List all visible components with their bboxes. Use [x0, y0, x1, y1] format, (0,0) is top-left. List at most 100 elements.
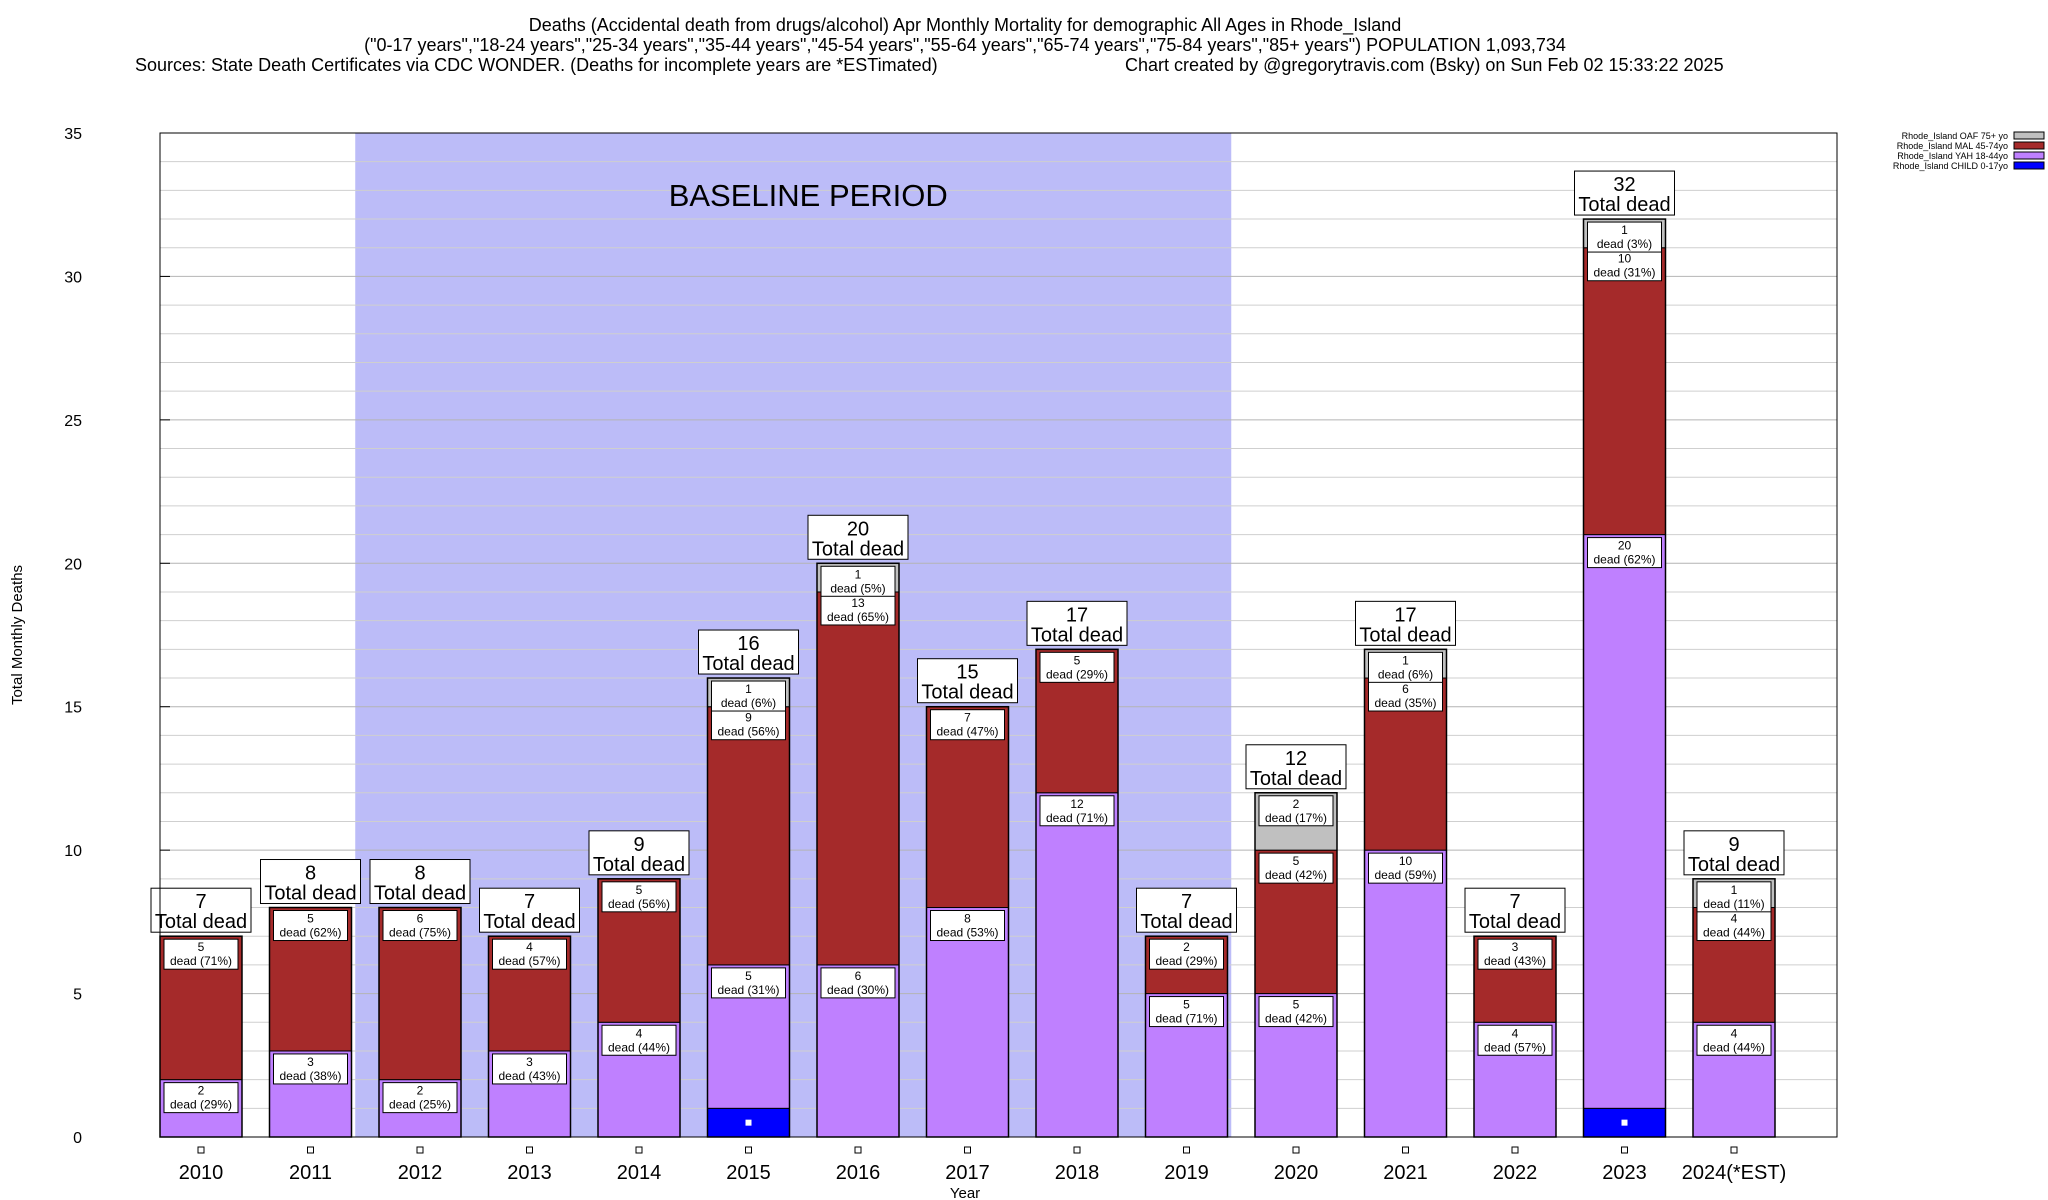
x-tick-label: 2021: [1383, 1162, 1428, 1184]
total-label-text: Total dead: [1250, 768, 1342, 790]
segment-label-value: 4: [636, 1026, 643, 1040]
segment-label-text: dead (31%): [1593, 266, 1655, 280]
bar-segment: [1583, 534, 1666, 1109]
segment-label-box: [1258, 852, 1334, 884]
segment-label-value: 1: [855, 567, 862, 581]
x-tick-marker: [1511, 1146, 1519, 1154]
baseline-period-label: BASELINE PERIOD: [669, 178, 948, 213]
total-label-box: [1245, 744, 1347, 790]
segment-label-box: [1696, 1024, 1772, 1056]
segment-label-box: [492, 938, 567, 970]
segment-label-text: dead (44%): [1703, 926, 1765, 940]
y-tick-label: 10: [64, 843, 82, 860]
segment-label-text: dead (25%): [389, 1098, 451, 1112]
total-label-text: Total dead: [1688, 854, 1780, 876]
segment-label-box: [820, 967, 896, 999]
y-tick-label: 5: [73, 987, 82, 1004]
segment-label-box: [273, 1053, 348, 1085]
segment-label-box: [1587, 537, 1662, 569]
segment-label-box: [711, 680, 786, 712]
y-tick-label: 25: [64, 413, 82, 430]
total-label-box: [1136, 887, 1237, 933]
total-label-box: [1355, 600, 1456, 646]
x-tick-marker: [1073, 1146, 1081, 1154]
segment-label-value: 1: [1402, 653, 1409, 667]
segment-label-value: 1: [1621, 223, 1628, 237]
segment-label-box: [1368, 651, 1443, 683]
segment-label-value: 5: [198, 940, 205, 954]
segment-label-box: [1587, 221, 1662, 253]
total-label-text: Total dead: [155, 911, 247, 933]
segment-label-box: [1477, 938, 1553, 970]
total-label-value: 7: [524, 891, 535, 913]
segment-label-text: dead (6%): [1378, 667, 1433, 681]
x-tick-marker: [1183, 1146, 1190, 1154]
segment-label-box: [1368, 680, 1443, 712]
segment-label-value: 6: [417, 912, 424, 926]
y-tick-label: 15: [64, 700, 82, 717]
total-label-value: 15: [956, 662, 978, 684]
segment-label-value: 2: [198, 1084, 205, 1098]
x-tick-marker: [1292, 1146, 1300, 1154]
child-marker: [745, 1119, 752, 1126]
segment-label-value: 3: [307, 1055, 314, 1069]
y-axis-label: Total Monthly Deaths: [9, 565, 26, 705]
segment-label-value: 7: [964, 711, 971, 725]
x-tick-marker: [1621, 1146, 1628, 1154]
x-tick-label: 2012: [398, 1162, 443, 1184]
segment-label-value: 9: [745, 711, 752, 725]
segment-label-text: dead (5%): [830, 581, 885, 595]
segment-label-box: [1696, 881, 1772, 913]
chart-title-line2: ("0-17 years","18-24 years","25-34 years…: [364, 35, 1566, 55]
segment-label-box: [601, 1024, 677, 1056]
x-tick-marker: [854, 1146, 862, 1154]
x-tick-label: 2011: [289, 1162, 332, 1184]
chart-header: Deaths (Accidental death from drugs/alco…: [135, 15, 1724, 75]
legend-label: Rhode_Island OAF 75+ yo: [1902, 131, 2008, 141]
segment-label-text: dead (31%): [717, 983, 779, 997]
x-tick-label: 2014: [617, 1162, 662, 1184]
x-tick-label: 2017: [945, 1162, 990, 1184]
total-label-box: [1464, 887, 1566, 933]
legend-label: Rhode_Island YAH 18-44yo: [1897, 151, 2008, 161]
segment-label-value: 10: [1618, 252, 1632, 266]
segment-label-value: 5: [1074, 653, 1081, 667]
segment-label-value: 10: [1399, 854, 1413, 868]
segment-label-value: 3: [1512, 940, 1519, 954]
x-tick-marker: [1402, 1146, 1409, 1154]
total-label-box: [588, 830, 690, 876]
total-label-value: 17: [1394, 604, 1416, 626]
bar-segment: [707, 706, 790, 966]
segment-label-text: dead (42%): [1265, 1012, 1327, 1026]
segment-label-text: dead (43%): [498, 1069, 560, 1083]
segment-label-text: dead (44%): [608, 1040, 670, 1054]
segment-label-value: 5: [1293, 854, 1300, 868]
x-tick-label: 2022: [1493, 1162, 1538, 1184]
legend-label: Rhode_Island CHILD 0-17yo: [1893, 161, 2008, 171]
segment-label-value: 20: [1618, 539, 1632, 553]
total-label-value: 8: [305, 863, 316, 885]
total-label-text: Total dead: [374, 883, 466, 905]
bar-segment: [926, 907, 1009, 1138]
segment-label-box: [1587, 250, 1662, 282]
segment-label-text: dead (62%): [279, 926, 341, 940]
segment-label-text: dead (57%): [498, 954, 560, 968]
segment-label-value: 4: [1512, 1026, 1519, 1040]
segment-label-text: dead (62%): [1593, 553, 1655, 567]
total-label-value: 9: [633, 834, 644, 856]
segment-label-box: [1258, 996, 1334, 1028]
segment-label-text: dead (30%): [827, 983, 889, 997]
segment-label-box: [163, 1082, 239, 1114]
segment-label-text: dead (43%): [1484, 954, 1546, 968]
